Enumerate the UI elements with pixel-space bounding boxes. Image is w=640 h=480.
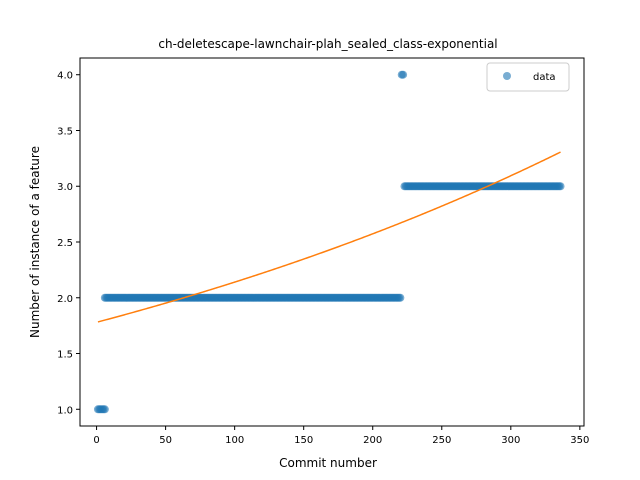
y-axis-label: Number of instance of a feature (28, 146, 42, 338)
x-tick-label: 300 (501, 435, 520, 446)
y-tick-label: 3.5 (57, 126, 73, 137)
legend-marker-data (503, 72, 511, 80)
legend: data (486, 62, 570, 92)
y-tick-label: 4.0 (57, 71, 73, 82)
x-tick-label: 200 (363, 435, 382, 446)
chart-title: ch-deletescape-lawnchair-plah_sealed_cla… (158, 37, 497, 51)
data-point (100, 405, 109, 414)
y-tick-label: 2.5 (57, 238, 73, 249)
x-tick-label: 350 (570, 435, 589, 446)
x-tick-label: 150 (294, 435, 313, 446)
x-tick-label: 250 (432, 435, 451, 446)
plot-area: 0 50 100 150 200 250 300 350 1.0 1.5 2.0 2.5 3.0 3.5 4… (57, 57, 589, 446)
x-tick-label: 100 (225, 435, 244, 446)
data-point (396, 293, 405, 302)
y-tick-label: 1.5 (57, 350, 73, 361)
legend-label-data: data (533, 72, 556, 83)
legend-box (486, 62, 570, 92)
y-tick-label: 3.0 (57, 182, 73, 193)
x-axis-label: Commit number (279, 456, 377, 470)
data-point (399, 70, 408, 79)
data-points (93, 70, 565, 414)
y-tick-label: 2.0 (57, 294, 73, 305)
x-tick-label: 50 (159, 435, 172, 446)
fit-line (97, 151, 561, 323)
x-tick-label: 0 (93, 435, 99, 446)
data-point (556, 182, 565, 191)
y-tick-label: 1.0 (57, 405, 73, 416)
